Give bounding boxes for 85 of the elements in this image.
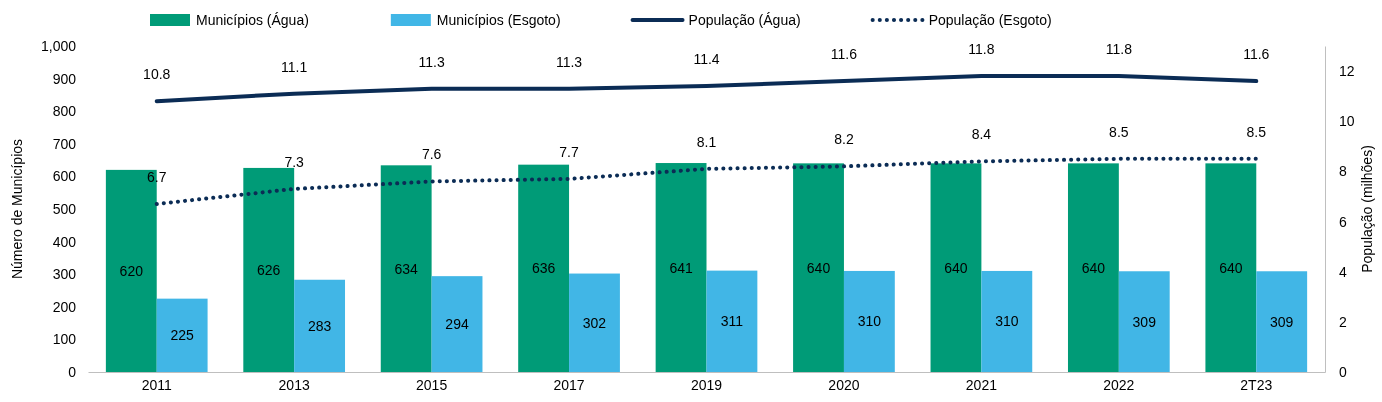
bar — [518, 164, 570, 372]
data-label: 11.1 — [281, 58, 308, 75]
data-label: 309 — [1132, 313, 1157, 330]
bar — [294, 279, 346, 372]
legend-label: Municípios (Esgoto) — [436, 12, 561, 28]
data-label: 11.3 — [555, 53, 583, 70]
y-tick-label: 400 — [52, 233, 77, 250]
legend-label: População (Esgoto) — [928, 12, 1052, 28]
data-label: 641 — [669, 259, 693, 276]
data-label: 8.5 — [1246, 123, 1267, 140]
data-label: 7.7 — [559, 143, 579, 160]
bar — [655, 163, 707, 372]
data-label: 640 — [1219, 259, 1243, 276]
x-tick-label: 2015 — [416, 376, 448, 393]
y-tick-label: 900 — [52, 70, 77, 87]
data-label: 620 — [119, 262, 144, 279]
y-axis-title: Número de Municípios — [9, 138, 25, 280]
data-label: 8.5 — [1109, 123, 1129, 140]
data-label: 310 — [857, 313, 882, 330]
data-label: 8.2 — [834, 131, 854, 148]
y2-tick-label: 8 — [1339, 163, 1347, 180]
x-tick-label: 2020 — [828, 376, 860, 393]
bar — [1205, 163, 1257, 372]
y2-axis-title: População (milhões) — [1359, 145, 1375, 273]
data-label: 11.6 — [830, 46, 858, 63]
y-tick-label: 800 — [52, 103, 77, 120]
y-tick-label: 700 — [52, 135, 77, 152]
data-label: 626 — [257, 261, 281, 278]
legend-label: Municípios (Água) — [196, 12, 309, 28]
data-label: 640 — [1081, 259, 1106, 276]
data-label: 7.3 — [284, 153, 305, 170]
data-label: 10.8 — [143, 66, 171, 83]
y2-tick-label: 10 — [1339, 113, 1355, 130]
bar — [1118, 271, 1170, 372]
bar — [431, 276, 483, 372]
bar — [843, 270, 895, 372]
x-tick-label: 2T23 — [1240, 376, 1273, 393]
data-label: 310 — [995, 313, 1019, 330]
bar — [156, 298, 208, 372]
x-tick-label: 2021 — [965, 376, 998, 393]
data-label: 294 — [445, 316, 469, 333]
legend-label: População (Água) — [688, 12, 801, 28]
y2-tick-label: 12 — [1339, 63, 1355, 80]
data-label: 11.4 — [693, 51, 720, 68]
bar — [380, 165, 432, 372]
y2-tick-label: 0 — [1339, 363, 1347, 380]
y-tick-label: 300 — [52, 266, 77, 283]
bar — [243, 167, 295, 372]
data-label: 225 — [170, 327, 195, 344]
data-label: 636 — [531, 260, 556, 277]
data-label: 283 — [307, 317, 332, 334]
data-label: 640 — [806, 259, 831, 276]
bar — [1067, 163, 1119, 372]
y-tick-label: 100 — [52, 331, 77, 348]
data-label: 11.8 — [968, 41, 995, 58]
x-tick-label: 2019 — [690, 376, 723, 393]
data-label: 11.6 — [1243, 46, 1270, 63]
bar — [706, 270, 758, 372]
data-label: 11.8 — [1105, 41, 1133, 58]
y-tick-label: 200 — [52, 298, 77, 315]
data-label: 11.3 — [418, 53, 445, 70]
data-label: 302 — [582, 314, 607, 331]
data-label: 634 — [394, 260, 419, 277]
x-tick-label: 2013 — [278, 376, 310, 393]
y-tick-label: 1,000 — [40, 37, 77, 54]
data-label: 8.1 — [696, 133, 717, 150]
data-label: 311 — [720, 313, 744, 330]
data-label: 640 — [944, 259, 968, 276]
y2-tick-label: 6 — [1339, 213, 1347, 230]
data-label: 309 — [1270, 313, 1294, 330]
bar — [793, 163, 844, 372]
bar — [1256, 271, 1308, 372]
y-tick-label: 600 — [52, 168, 77, 185]
data-label: 7.6 — [421, 146, 442, 163]
bar — [569, 273, 620, 372]
bar — [930, 163, 982, 372]
bar — [981, 270, 1033, 372]
data-label: 8.4 — [971, 126, 992, 143]
x-tick-label: 2011 — [141, 376, 172, 393]
x-tick-label: 2017 — [553, 376, 585, 393]
y-tick-label: 500 — [52, 200, 77, 217]
y2-tick-label: 4 — [1339, 263, 1347, 280]
y-tick-label: 0 — [68, 363, 77, 380]
y2-tick-label: 2 — [1339, 313, 1347, 330]
x-tick-label: 2022 — [1103, 376, 1135, 393]
